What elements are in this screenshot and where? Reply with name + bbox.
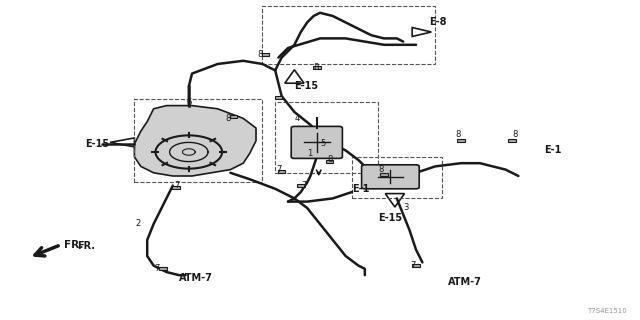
Polygon shape: [385, 194, 404, 207]
Text: 3: 3: [403, 204, 408, 212]
Text: FR.: FR.: [64, 240, 83, 250]
Text: E-15: E-15: [84, 139, 109, 149]
Text: FR.: FR.: [77, 241, 95, 252]
Text: E-1: E-1: [544, 145, 561, 156]
Bar: [262, 53, 269, 56]
Text: 1: 1: [307, 149, 312, 158]
Text: T7S4E1510: T7S4E1510: [588, 308, 627, 314]
Text: 8: 8: [257, 50, 262, 59]
Polygon shape: [412, 28, 431, 36]
Text: E-15: E-15: [294, 81, 319, 92]
Bar: [275, 102, 378, 173]
Text: 7: 7: [155, 264, 160, 273]
Bar: [412, 264, 420, 267]
Text: 7: 7: [174, 181, 179, 190]
Bar: [457, 139, 465, 142]
Text: 6: 6: [187, 98, 192, 107]
Text: 7: 7: [301, 181, 306, 190]
Polygon shape: [134, 106, 256, 176]
Text: 8: 8: [456, 130, 461, 139]
Bar: [262, 6, 435, 64]
Text: 8: 8: [314, 63, 319, 72]
Bar: [278, 170, 285, 173]
FancyBboxPatch shape: [362, 165, 419, 189]
Text: 5: 5: [320, 140, 325, 148]
Bar: [352, 157, 442, 198]
Text: 7: 7: [411, 261, 416, 270]
Text: E-15: E-15: [378, 212, 403, 223]
Text: 8: 8: [225, 114, 230, 123]
Bar: [275, 96, 282, 99]
Bar: [326, 160, 333, 163]
Bar: [508, 139, 516, 142]
Bar: [380, 173, 388, 176]
Polygon shape: [110, 138, 134, 147]
Text: ATM-7: ATM-7: [448, 276, 482, 287]
Bar: [134, 99, 262, 182]
Bar: [230, 115, 237, 118]
Text: 2: 2: [136, 220, 141, 228]
Text: ATM-7: ATM-7: [179, 273, 213, 284]
Text: 7: 7: [276, 165, 282, 174]
Text: 4: 4: [294, 114, 300, 123]
Bar: [172, 186, 180, 189]
Text: E-1: E-1: [352, 184, 369, 194]
Text: 8: 8: [512, 130, 517, 139]
Bar: [159, 267, 167, 270]
FancyBboxPatch shape: [291, 126, 342, 158]
Bar: [297, 184, 305, 187]
Text: E-8: E-8: [429, 17, 446, 28]
Bar: [313, 66, 321, 69]
Text: 8: 8: [328, 156, 333, 164]
Polygon shape: [285, 70, 304, 83]
Text: 8: 8: [379, 165, 384, 174]
